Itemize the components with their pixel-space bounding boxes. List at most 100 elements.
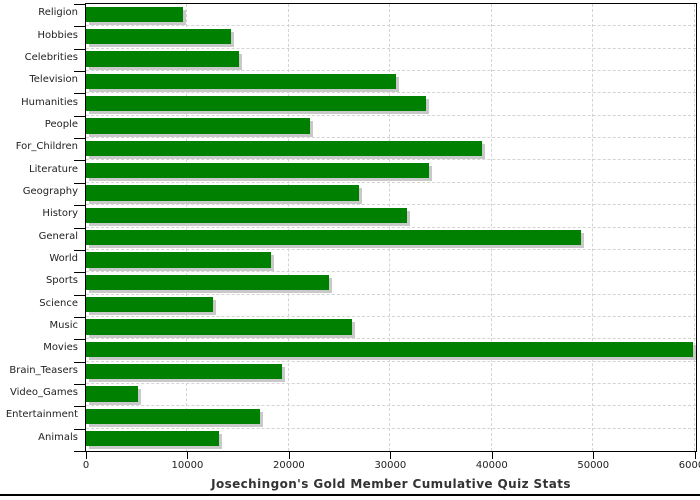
gridline-horizontal [86,25,696,27]
y-axis-label: World [49,253,78,265]
y-axis-tick [74,115,85,117]
gridline-horizontal [86,137,696,139]
gridline-vertical [490,4,492,451]
gridline-horizontal [86,427,696,429]
y-axis-tick [74,160,85,162]
x-axis-tick-label: 50000 [577,460,610,471]
y-axis-label: Literature [29,163,78,175]
gridline-horizontal [86,114,696,116]
bar-general [86,230,582,246]
y-axis-tick [74,93,85,95]
gridline-horizontal [86,159,696,161]
bar-history [86,207,407,223]
gridline-horizontal [86,360,696,362]
y-axis-label: Sports [45,275,78,287]
y-axis-label: Entertainment [5,409,78,421]
y-axis-label: History [42,208,78,220]
y-axis-tick [74,249,85,251]
y-axis-label: Humanities [21,96,78,108]
bar-religion [86,6,184,22]
gridline-horizontal [86,248,696,250]
gridline-horizontal [86,271,696,273]
bar-science [86,297,213,313]
gridline-vertical [287,4,289,451]
y-axis-label: Video_Games [10,387,78,399]
bottom-divider-line [0,494,700,496]
y-axis-tick [74,182,85,184]
gridline-horizontal [86,70,696,72]
y-axis-label: Brain_Teasers [9,364,78,376]
y-axis-tick [74,383,85,385]
y-axis-tick [74,361,85,363]
x-axis-tick-label: 30000 [374,460,407,471]
gridline-horizontal [86,226,696,228]
bar-people [86,118,311,134]
bar-entertainment [86,408,261,425]
gridline-horizontal [86,181,696,183]
bar-sports [86,274,330,291]
y-axis-tick [74,272,85,274]
y-axis-label: Movies [43,342,78,354]
bar-movies [86,341,693,358]
y-axis-tick [74,26,85,28]
y-axis-tick [74,138,85,140]
bar-celebrities [86,51,240,67]
gridline-horizontal [86,92,696,94]
bar-world [86,252,271,268]
y-axis-tick [74,227,85,229]
y-axis-tick [74,339,85,341]
y-axis-label: For_Children [15,141,78,153]
gridline-vertical [186,4,188,451]
gridline-horizontal [86,315,696,317]
bar-for_children [86,140,482,156]
x-axis-tick [390,452,392,459]
plot-area [85,3,697,452]
y-axis-tick [74,71,85,73]
gridline-horizontal [86,47,696,49]
y-axis-label: People [44,118,78,130]
y-axis-tick [74,4,85,5]
gridline-horizontal [86,405,696,407]
y-axis-label: Music [49,320,78,332]
y-axis-label: Television [29,74,78,86]
y-axis-tick [74,428,85,430]
x-axis-tick-label: 20000 [272,460,305,471]
gridline-vertical [389,4,391,451]
y-axis-label: Animals [38,431,78,443]
bar-hobbies [86,28,232,45]
y-axis-label: Hobbies [37,29,78,41]
bar-music [86,319,352,335]
x-axis-tick [288,452,290,459]
x-axis-tick [694,452,696,459]
bar-brain_teasers [86,364,282,380]
y-axis-tick [74,451,85,452]
y-axis-tick [74,294,85,296]
gridline-vertical [693,4,695,451]
y-axis-tick [74,205,85,207]
y-axis-tick [74,316,85,318]
chart-title: Josechingon's Gold Member Cumulative Qui… [211,477,571,491]
y-axis-tick [74,48,85,50]
gridline-horizontal [86,338,696,340]
x-axis-tick [86,452,87,459]
y-axis-label: Science [39,297,78,309]
gridline-horizontal [86,204,696,206]
gridline-horizontal [86,382,696,384]
y-axis-label: General [38,230,78,242]
gridline-vertical [592,4,594,451]
x-axis-tick [491,452,493,459]
y-axis-label: Celebrities [24,51,78,63]
bar-television [86,73,397,89]
x-axis-tick [187,452,189,459]
bar-geography [86,185,359,201]
bar-humanities [86,95,426,112]
y-axis-tick [74,406,85,408]
bar-video_games [86,386,138,402]
x-axis-tick-label: 40000 [475,460,508,471]
x-axis-tick-label: 60000 [678,460,700,471]
gridline-horizontal [86,293,696,295]
x-axis-tick-label: 0 [82,460,90,471]
y-axis-label: Religion [38,7,78,19]
bar-literature [86,162,429,179]
